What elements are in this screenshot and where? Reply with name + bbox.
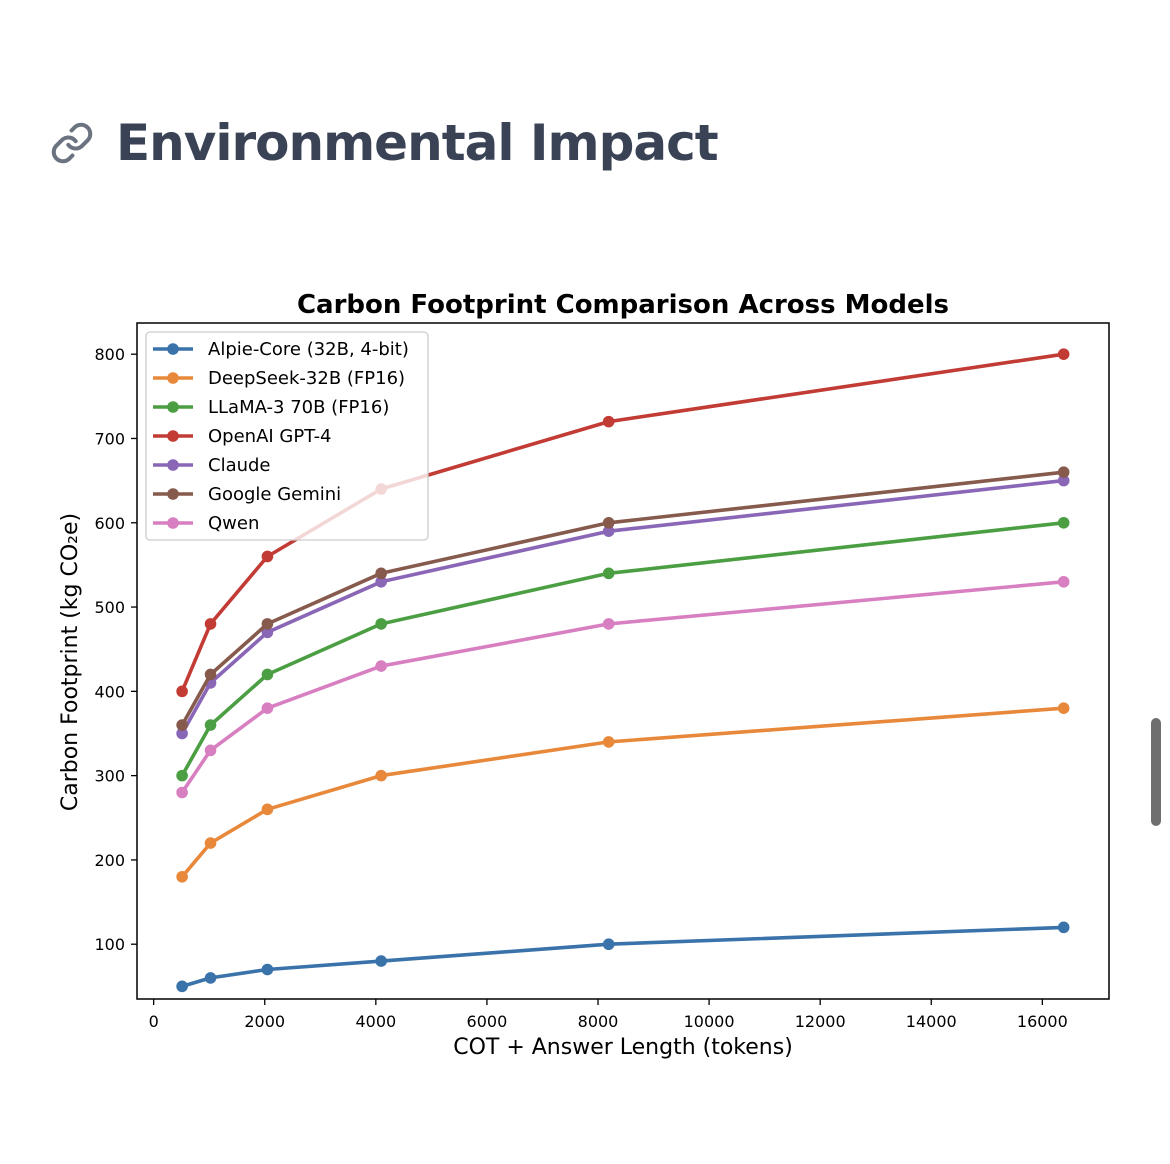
series-2-point-5 bbox=[1057, 516, 1070, 529]
series-6-point-1 bbox=[204, 744, 217, 757]
series-5-point-1 bbox=[204, 668, 217, 681]
series-0-point-1 bbox=[204, 972, 217, 984]
series-0-point-4 bbox=[602, 938, 615, 951]
legend-label-0: Alpie-Core (32B, 4-bit) bbox=[208, 339, 409, 360]
series-4-point-3 bbox=[375, 575, 387, 588]
y-tick-label-0: 100 bbox=[94, 935, 125, 954]
y-tick-label-5: 600 bbox=[94, 514, 125, 533]
legend-swatch-marker-3 bbox=[167, 430, 179, 442]
series-3-point-1 bbox=[204, 618, 217, 630]
legend-label-5: Google Gemini bbox=[208, 484, 341, 505]
y-tick-label-3: 400 bbox=[94, 682, 125, 701]
x-tick-label-1: 2000 bbox=[244, 1012, 285, 1031]
series-2-point-2 bbox=[261, 668, 274, 681]
series-1-point-3 bbox=[375, 769, 387, 782]
legend-label-4: Claude bbox=[208, 455, 271, 476]
series-0-point-0 bbox=[176, 980, 188, 993]
series-layer bbox=[176, 348, 1070, 993]
series-0-point-3 bbox=[375, 955, 387, 967]
series-6-point-3 bbox=[375, 660, 387, 672]
series-4-point-0 bbox=[176, 727, 188, 740]
y-tick-label-2: 300 bbox=[94, 767, 125, 786]
series-4-point-5 bbox=[1057, 474, 1070, 487]
legend-swatch-marker-5 bbox=[167, 488, 179, 500]
series-5-point-2 bbox=[261, 618, 274, 630]
axes-layer: 0 2000 4000 6000 8000 10000 12000 14000 16000 100… bbox=[94, 322, 1110, 1031]
page-title: Environmental Impact bbox=[116, 114, 719, 172]
legend-swatch-marker-6 bbox=[167, 517, 179, 529]
series-2-point-1 bbox=[204, 719, 217, 731]
x-tick-label-0: 0 bbox=[149, 1012, 159, 1031]
chart-title: Carbon Footprint Comparison Across Model… bbox=[297, 290, 949, 320]
legend-label-6: Qwen bbox=[208, 513, 259, 534]
x-axis-title: COT + Answer Length (tokens) bbox=[453, 1035, 793, 1060]
series-3-point-5 bbox=[1057, 348, 1070, 360]
series-1-point-1 bbox=[204, 837, 217, 849]
y-tick-label-1: 200 bbox=[94, 851, 125, 870]
y-tick-label-4: 500 bbox=[94, 598, 125, 617]
link-icon[interactable] bbox=[50, 121, 94, 165]
legend-label-3: OpenAI GPT-4 bbox=[208, 426, 332, 447]
series-5-point-3 bbox=[375, 567, 387, 580]
series-3-point-0 bbox=[176, 685, 188, 698]
series-line-2 bbox=[180, 521, 1064, 777]
series-1-point-2 bbox=[261, 803, 274, 816]
series-line-5 bbox=[180, 470, 1064, 726]
series-1-point-0 bbox=[176, 870, 188, 883]
scrollbar-thumb[interactable] bbox=[1151, 718, 1161, 826]
series-6-point-4 bbox=[602, 618, 615, 630]
series-6-point-0 bbox=[176, 786, 188, 799]
series-1-point-4 bbox=[602, 736, 615, 748]
legend-box bbox=[145, 331, 429, 541]
series-6-point-2 bbox=[261, 702, 274, 715]
x-tick-label-6: 12000 bbox=[795, 1012, 846, 1031]
y-tick-label-6: 700 bbox=[94, 429, 125, 448]
series-2-point-4 bbox=[602, 567, 615, 580]
section-heading: Environmental Impact bbox=[50, 108, 719, 178]
series-5-point-0 bbox=[176, 719, 188, 731]
series-3-point-4 bbox=[602, 415, 615, 428]
plot-frame bbox=[136, 322, 1110, 1000]
series-5-point-5 bbox=[1057, 466, 1070, 478]
series-line-0 bbox=[181, 925, 1064, 989]
y-tick-label-7: 800 bbox=[94, 345, 125, 364]
x-tick-label-7: 14000 bbox=[906, 1012, 957, 1031]
legend-swatch-marker-2 bbox=[167, 401, 179, 413]
legend-swatch-marker-4 bbox=[167, 459, 179, 471]
series-2-point-0 bbox=[176, 769, 188, 782]
x-tick-label-4: 8000 bbox=[578, 1012, 619, 1031]
series-3-point-2 bbox=[261, 550, 274, 563]
series-5-point-4 bbox=[602, 516, 615, 529]
series-0-point-2 bbox=[261, 963, 274, 976]
x-tick-label-5: 10000 bbox=[684, 1012, 735, 1031]
series-2-point-3 bbox=[375, 618, 387, 630]
y-axis-title: Carbon Footprint (kg CO₂e) bbox=[58, 513, 83, 811]
legend-label-1: DeepSeek-32B (FP16) bbox=[208, 368, 405, 389]
series-6-point-5 bbox=[1057, 575, 1070, 588]
series-line-1 bbox=[180, 706, 1064, 878]
legend-swatch-marker-0 bbox=[167, 343, 179, 355]
x-tick-label-8: 16000 bbox=[1017, 1012, 1068, 1031]
series-4-point-2 bbox=[261, 626, 274, 639]
series-line-4 bbox=[180, 478, 1064, 735]
legend: Alpie-Core (32B, 4-bit) DeepSeek-32B (FP1… bbox=[145, 331, 429, 541]
series-line-6 bbox=[180, 580, 1064, 794]
x-tick-label-3: 6000 bbox=[467, 1012, 508, 1031]
legend-swatch-marker-1 bbox=[167, 372, 179, 384]
x-tick-label-2: 4000 bbox=[355, 1012, 396, 1031]
legend-label-2: LLaMA-3 70B (FP16) bbox=[208, 397, 389, 418]
series-1-point-5 bbox=[1057, 702, 1070, 715]
series-4-point-4 bbox=[602, 525, 615, 537]
series-0-point-5 bbox=[1057, 921, 1070, 934]
